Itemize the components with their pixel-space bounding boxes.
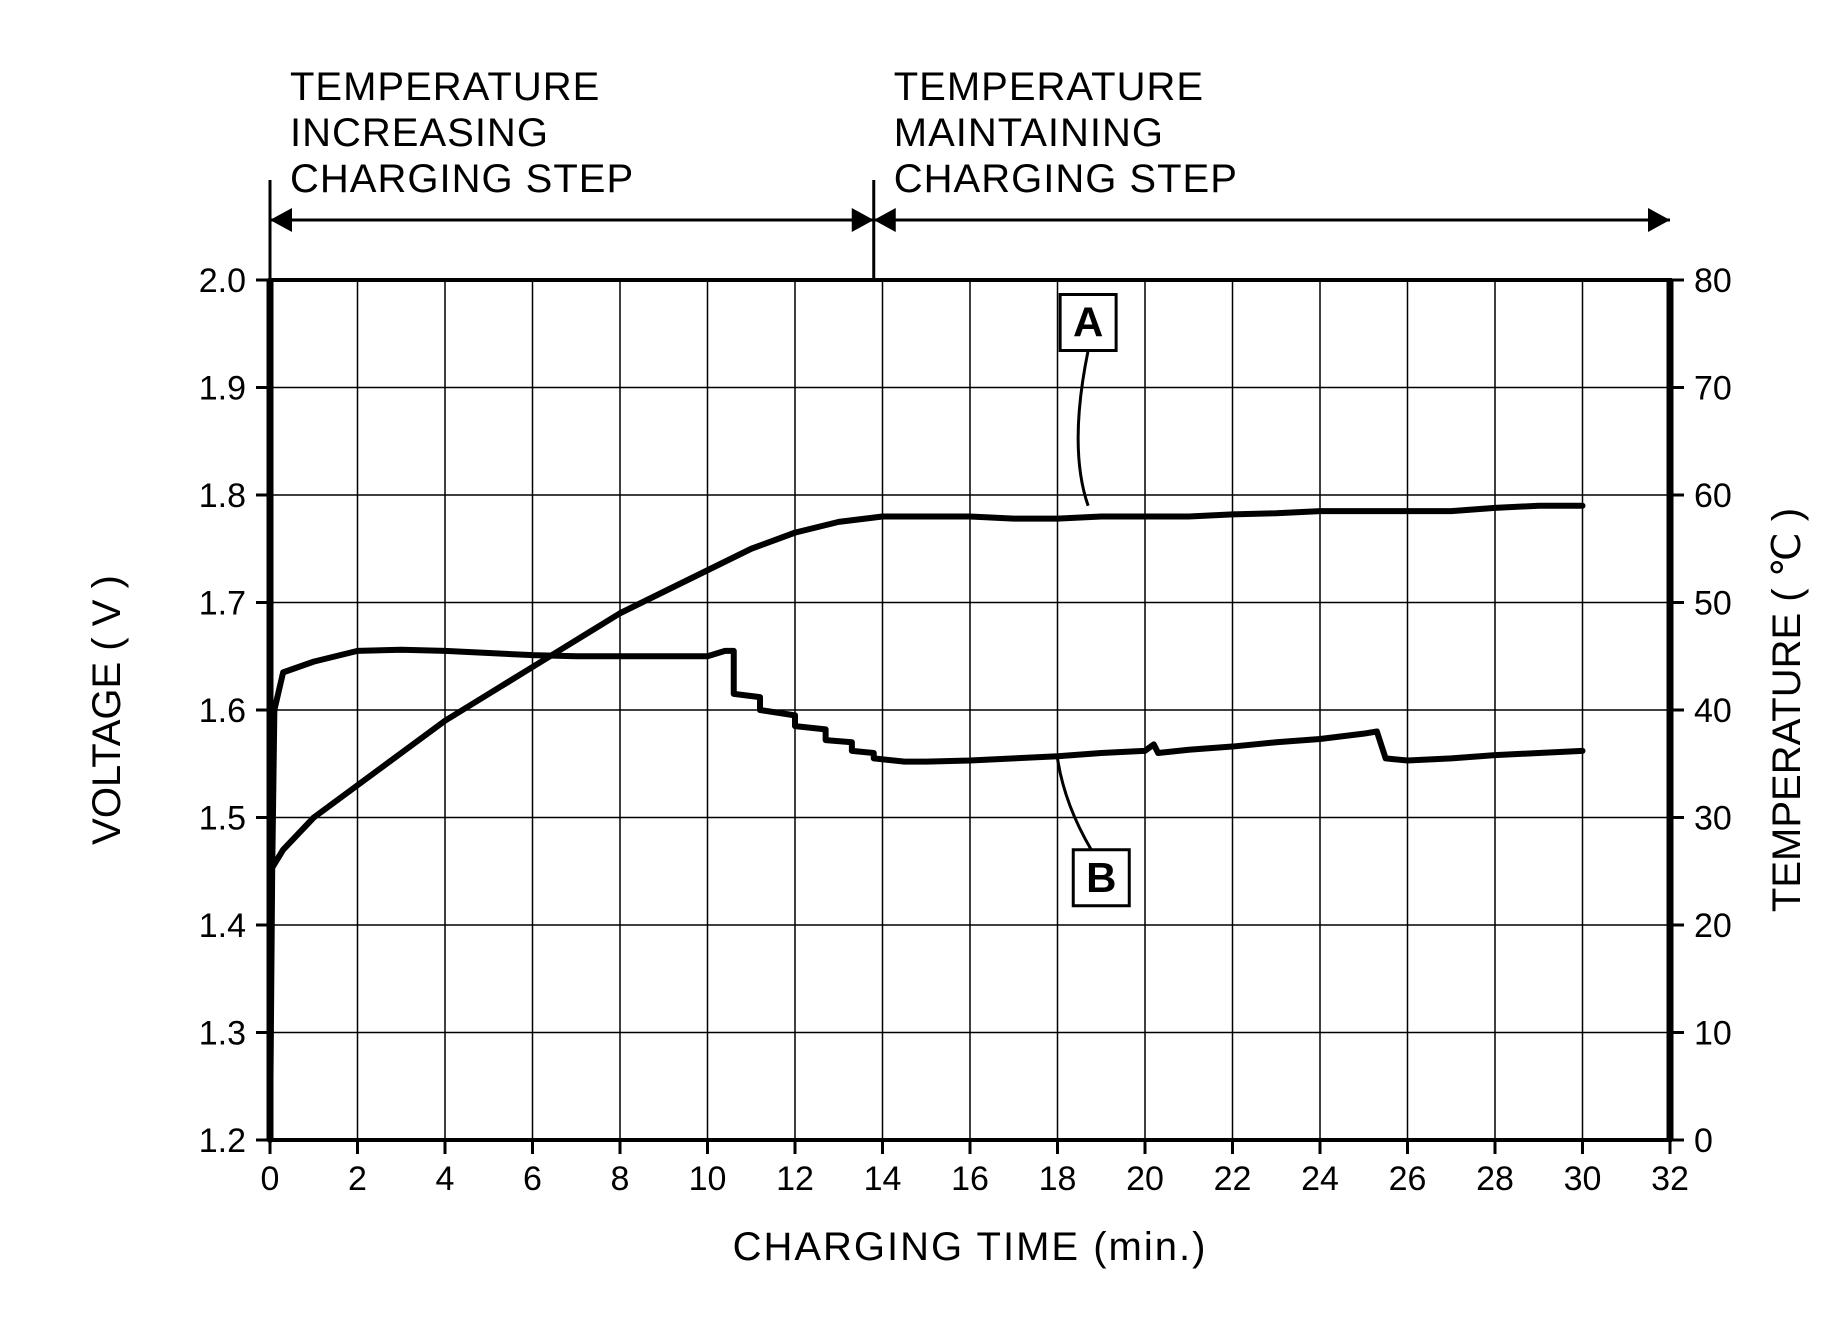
svg-text:22: 22 (1214, 1160, 1252, 1198)
svg-text:0: 0 (261, 1160, 280, 1198)
svg-text:14: 14 (864, 1160, 902, 1198)
svg-text:1.5: 1.5 (199, 800, 246, 838)
svg-text:18: 18 (1039, 1160, 1077, 1198)
svg-text:8: 8 (611, 1160, 630, 1198)
svg-text:CHARGING STEP: CHARGING STEP (894, 157, 1238, 201)
svg-text:1.4: 1.4 (199, 907, 246, 945)
svg-text:60: 60 (1694, 477, 1732, 515)
svg-text:1.8: 1.8 (199, 477, 246, 515)
svg-text:12: 12 (776, 1160, 814, 1198)
svg-text:1.6: 1.6 (199, 692, 246, 730)
svg-text:CHARGING STEP: CHARGING STEP (290, 157, 634, 201)
svg-text:1.7: 1.7 (199, 585, 246, 623)
svg-text:24: 24 (1301, 1160, 1339, 1198)
svg-text:TEMPERATURE: TEMPERATURE (894, 65, 1204, 109)
svg-text:INCREASING: INCREASING (290, 111, 549, 155)
svg-text:MAINTAINING: MAINTAINING (894, 111, 1164, 155)
series-b-label: B (1086, 854, 1116, 901)
svg-text:10: 10 (1694, 1015, 1732, 1053)
svg-text:20: 20 (1694, 907, 1732, 945)
svg-text:16: 16 (951, 1160, 989, 1198)
chart-svg: 02468101214161820222426283032CHARGING TI… (20, 20, 1823, 1320)
svg-text:50: 50 (1694, 585, 1732, 623)
svg-text:28: 28 (1476, 1160, 1514, 1198)
svg-text:20: 20 (1126, 1160, 1164, 1198)
x-axis-label: CHARGING TIME (min.) (733, 1225, 1208, 1269)
svg-text:2: 2 (348, 1160, 367, 1198)
svg-text:30: 30 (1564, 1160, 1602, 1198)
svg-text:6: 6 (523, 1160, 542, 1198)
svg-text:1.9: 1.9 (199, 370, 246, 408)
svg-text:1.3: 1.3 (199, 1015, 246, 1053)
svg-text:80: 80 (1694, 262, 1732, 300)
series-a-label: A (1073, 299, 1103, 346)
svg-text:0: 0 (1694, 1122, 1713, 1160)
svg-text:26: 26 (1389, 1160, 1427, 1198)
y-left-label: VOLTAGE ( V ) (85, 575, 129, 845)
chart-container: 02468101214161820222426283032CHARGING TI… (20, 20, 1823, 1320)
svg-text:40: 40 (1694, 692, 1732, 730)
svg-text:30: 30 (1694, 800, 1732, 838)
svg-text:TEMPERATURE: TEMPERATURE (290, 65, 600, 109)
svg-text:32: 32 (1651, 1160, 1689, 1198)
svg-text:1.2: 1.2 (199, 1122, 246, 1160)
svg-text:4: 4 (436, 1160, 455, 1198)
svg-text:2.0: 2.0 (199, 262, 246, 300)
svg-text:10: 10 (689, 1160, 727, 1198)
y-right-label: TEMPERATURE ( ℃ ) (1765, 508, 1809, 912)
svg-text:70: 70 (1694, 370, 1732, 408)
